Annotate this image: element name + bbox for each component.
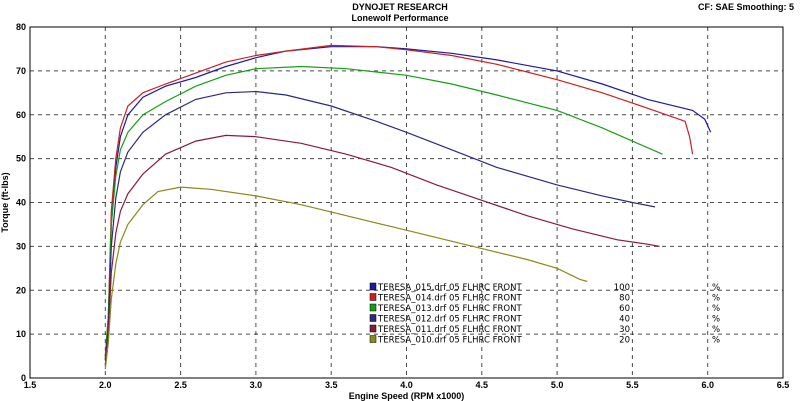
y-tick-label: 30 [16, 241, 26, 251]
y-tick-label: 20 [16, 285, 26, 295]
x-tick-label: 5.5 [626, 380, 639, 390]
y-tick-label: 60 [16, 110, 26, 120]
legend-label: TERESA_011.drf 05 FLHRC FRONT [377, 325, 522, 335]
legend-unit: % [712, 336, 720, 346]
legend-swatch [369, 282, 377, 291]
legend-unit: % [712, 283, 720, 293]
legend-unit: % [712, 315, 720, 325]
series-line-4 [104, 90, 656, 361]
x-tick-label: 2.5 [174, 380, 187, 390]
x-axis-label: Engine Speed (RPM x1000) [349, 391, 465, 401]
legend-label: TERESA_010.drf 05 FLHRC FRONT [377, 336, 522, 346]
x-tick-label: 6.0 [701, 380, 714, 390]
series-line-6 [104, 186, 588, 370]
legend-value: 80 [619, 294, 630, 304]
x-tick-label: 5.0 [551, 380, 564, 390]
legend-swatch [369, 335, 377, 343]
legend-value: 60 [619, 304, 630, 314]
x-tick-label: 3.0 [250, 380, 263, 390]
legend-value: 20 [619, 336, 630, 346]
chart-title: DYNOJET RESEARCH [352, 2, 448, 12]
legend-swatch [369, 314, 377, 322]
x-tick-label: 4.0 [400, 380, 413, 390]
legend-unit: % [712, 304, 720, 314]
legend-value: 30 [619, 325, 630, 335]
x-tick-label: 4.5 [476, 380, 489, 390]
plot-frame [29, 26, 784, 379]
x-tick-label: 6.5 [777, 380, 790, 390]
y-tick-label: 40 [16, 198, 26, 208]
x-tick-label: 3.5 [325, 380, 338, 390]
legend-swatch [369, 293, 377, 301]
series-line-5 [104, 134, 660, 365]
legend-label: TERESA_013.drf 05 FLHRC FRONT [377, 304, 522, 314]
legend-label: TERESA_014.drf 05 FLHRC FRONT [377, 294, 522, 304]
legend-unit: % [712, 294, 720, 304]
legend-value: 40 [619, 315, 630, 325]
legend-label: TERESA_015.drf 05 FLHRC FRONT [377, 283, 522, 293]
series-line-3 [104, 65, 663, 357]
y-axis-label: Torque (ft-lbs) [0, 172, 10, 232]
legend-unit: % [712, 325, 720, 335]
y-tick-label: 50 [16, 154, 26, 164]
x-tick-label: 2.0 [99, 380, 112, 390]
x-tick-label: 1.5 [24, 380, 37, 390]
chart-subtitle: Lonewolf Performance [351, 13, 449, 23]
y-tick-label: 70 [16, 66, 26, 76]
cf-smoothing-label: CF: SAE Smoothing: 5 [698, 2, 794, 12]
legend-label: TERESA_012.drf 05 FLHRC FRONT [377, 315, 522, 325]
legend-swatch [369, 303, 377, 312]
legend-value: 100 [614, 283, 630, 293]
series-line-2 [104, 44, 694, 357]
legend-swatch [369, 324, 377, 333]
y-tick-label: 10 [16, 329, 26, 339]
y-tick-label: 80 [16, 22, 26, 32]
y-tick-label: 0 [21, 373, 26, 383]
